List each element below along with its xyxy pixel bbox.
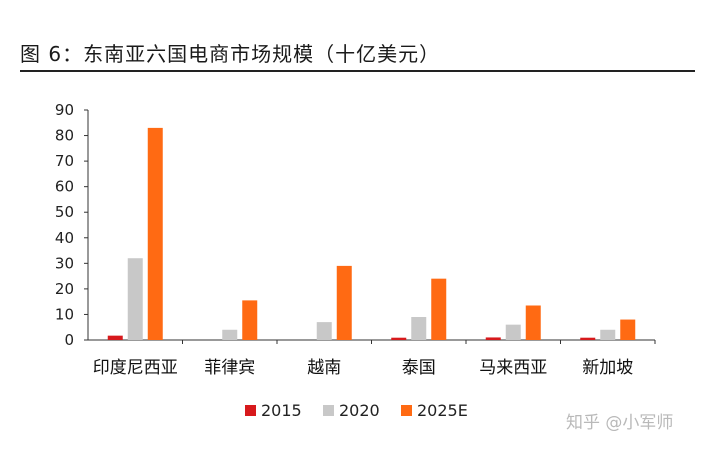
y-tick-label: 0 [64, 331, 74, 349]
bar-2020 [127, 258, 143, 340]
chart-legend: 2015 2020 2025E [245, 401, 468, 420]
bar-2025E [242, 300, 258, 340]
y-tick-label: 60 [55, 178, 74, 196]
y-tick-label: 10 [55, 305, 74, 323]
legend-swatch [245, 405, 256, 416]
y-tick-label: 70 [55, 152, 74, 170]
bar-2025E [147, 127, 163, 340]
bar-2020 [600, 329, 616, 340]
bar-2025E [525, 305, 541, 340]
bar-2015 [485, 337, 501, 340]
category-label: 泰国 [402, 358, 436, 378]
chart-bars [107, 127, 636, 340]
bar-2015 [107, 335, 123, 340]
category-label: 印度尼西亚 [93, 358, 178, 378]
y-tick-label: 80 [55, 127, 74, 145]
y-tick-label: 40 [55, 229, 74, 247]
y-tick-label: 50 [55, 203, 74, 221]
x-axis-categories: 印度尼西亚 菲律宾 越南 泰国 马来西亚 新加坡 [93, 358, 634, 378]
legend-label: 2025E [417, 401, 468, 420]
chart-title: 图 6：东南亚六国电商市场规模（十亿美元） [20, 42, 441, 66]
legend-label: 2020 [339, 401, 380, 420]
bar-2025E [620, 319, 636, 340]
bar-2020 [411, 317, 427, 340]
title-divider [20, 70, 695, 72]
y-tick-label: 20 [55, 280, 74, 298]
category-label: 马来西亚 [479, 358, 547, 378]
bar-2015 [391, 337, 407, 340]
y-tick-label: 90 [55, 101, 74, 119]
bar-2015 [580, 337, 596, 340]
bar-2020 [316, 322, 332, 340]
category-label: 越南 [307, 358, 341, 378]
bar-2025E [336, 265, 352, 340]
bar-2020 [505, 324, 521, 340]
watermark: 知乎 @小军师 [566, 413, 674, 433]
y-axis-ticks: 0 10 20 30 40 50 60 70 80 90 [55, 101, 88, 349]
category-label: 新加坡 [582, 358, 633, 378]
category-label: 菲律宾 [204, 358, 255, 378]
chart-axes [87, 110, 656, 344]
y-tick-label: 30 [55, 254, 74, 272]
legend-swatch [401, 405, 412, 416]
legend-swatch [323, 405, 334, 416]
legend-label: 2015 [261, 401, 302, 420]
bar-2020 [222, 329, 238, 340]
bar-2025E [431, 278, 447, 340]
